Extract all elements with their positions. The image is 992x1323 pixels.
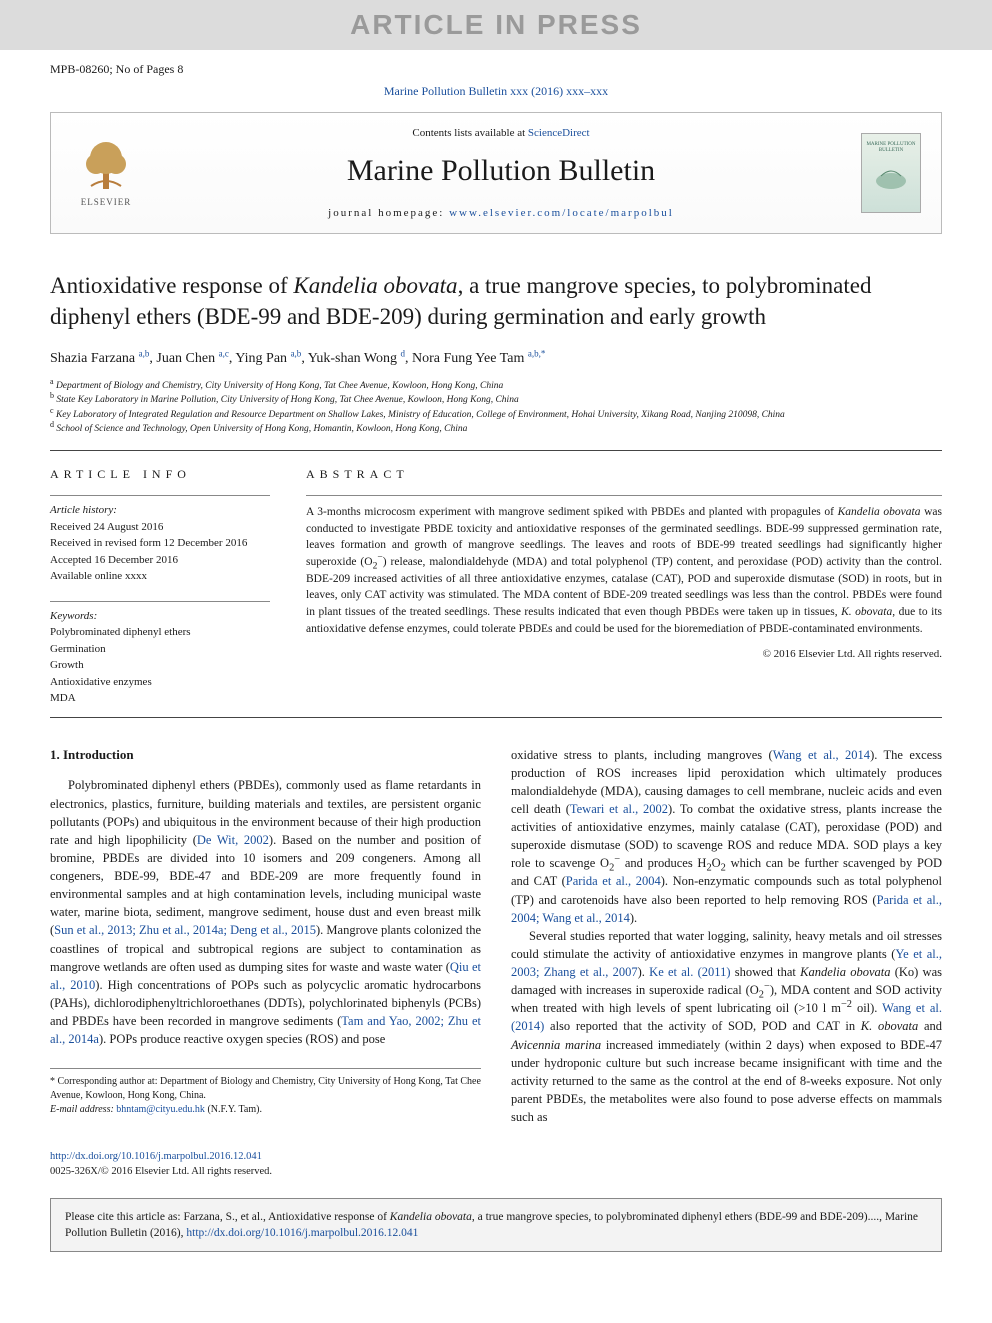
in-press-banner: ARTICLE IN PRESS <box>0 0 992 50</box>
journal-cover-thumb: MARINE POLLUTION BULLETIN <box>861 133 921 213</box>
citation-link[interactable]: Ke et al. (2011) <box>649 965 730 979</box>
publisher-logo: ELSEVIER <box>71 133 141 213</box>
abstract-body: A 3-months microcosm experiment with man… <box>306 495 942 663</box>
authors-list: Shazia Farzana a,b, Juan Chen a,c, Ying … <box>50 348 942 369</box>
email-link[interactable]: bhntam@cityu.edu.hk <box>116 1104 205 1115</box>
divider <box>50 717 942 718</box>
article-history: Article history: Received 24 August 2016… <box>50 495 270 585</box>
footnotes: * Corresponding author at: Department of… <box>50 1068 481 1117</box>
affiliations: a Department of Biology and Chemistry, C… <box>50 379 942 436</box>
citation-link[interactable]: Parida et al., 2004 <box>566 874 661 888</box>
right-column: oxidative stress to plants, including ma… <box>511 746 942 1127</box>
article-title: Antioxidative response of Kandelia obova… <box>50 270 942 332</box>
abstract: abstract A 3-months microcosm experiment… <box>306 465 942 707</box>
top-meta: MPB-08260; No of Pages 8 <box>0 50 992 80</box>
cite-doi-link[interactable]: http://dx.doi.org/10.1016/j.marpolbul.20… <box>186 1227 418 1239</box>
homepage-line: journal homepage: www.elsevier.com/locat… <box>161 205 841 222</box>
paragraph: oxidative stress to plants, including ma… <box>511 746 942 927</box>
info-abstract-row: article info Article history: Received 2… <box>50 465 942 707</box>
journal-header: ELSEVIER Contents lists available at Sci… <box>50 112 942 234</box>
paragraph: Several studies reported that water logg… <box>511 927 942 1126</box>
journal-ref-link[interactable]: Marine Pollution Bulletin xxx (2016) xxx… <box>384 84 608 98</box>
issn-line: 0025-326X/© 2016 Elsevier Ltd. All right… <box>50 1166 272 1177</box>
journal-title: Marine Pollution Bulletin <box>161 148 841 193</box>
citation-link[interactable]: Wang et al., 2014 <box>773 748 870 762</box>
contents-line: Contents lists available at ScienceDirec… <box>161 125 841 142</box>
doc-id: MPB-08260; No of Pages 8 <box>50 60 183 78</box>
publisher-name: ELSEVIER <box>81 196 132 210</box>
divider <box>50 450 942 451</box>
doi-link[interactable]: http://dx.doi.org/10.1016/j.marpolbul.20… <box>50 1151 262 1162</box>
body-columns: 1. Introduction Polybrominated diphenyl … <box>50 746 942 1127</box>
citation-link[interactable]: Sun et al., 2013; Zhu et al., 2014a; Den… <box>54 923 316 937</box>
cover-art-icon <box>871 156 911 196</box>
paragraph: Polybrominated diphenyl ethers (PBDEs), … <box>50 776 481 1048</box>
sciencedirect-link[interactable]: ScienceDirect <box>528 127 590 139</box>
journal-homepage-link[interactable]: www.elsevier.com/locate/marpolbul <box>449 207 674 219</box>
copyright: © 2016 Elsevier Ltd. All rights reserved… <box>306 647 942 663</box>
abstract-heading: abstract <box>306 465 942 483</box>
info-heading: article info <box>50 465 270 483</box>
doi-block: http://dx.doi.org/10.1016/j.marpolbul.20… <box>50 1150 942 1179</box>
elsevier-tree-icon <box>76 136 136 196</box>
keywords: Keywords: Polybrominated diphenyl ethers… <box>50 601 270 707</box>
citation-link[interactable]: Tewari et al., 2002 <box>570 802 668 816</box>
section-heading: 1. Introduction <box>50 746 481 765</box>
article-info: article info Article history: Received 2… <box>50 465 270 707</box>
citation-link[interactable]: De Wit, 2002 <box>197 833 269 847</box>
journal-reference: Marine Pollution Bulletin xxx (2016) xxx… <box>0 80 992 112</box>
header-center: Contents lists available at ScienceDirec… <box>161 125 841 221</box>
cite-box: Please cite this article as: Farzana, S.… <box>50 1198 942 1252</box>
corresponding-author: * Corresponding author at: Department of… <box>50 1075 481 1103</box>
left-column: 1. Introduction Polybrominated diphenyl … <box>50 746 481 1127</box>
email-line: E-mail address: bhntam@cityu.edu.hk (N.F… <box>50 1103 481 1117</box>
